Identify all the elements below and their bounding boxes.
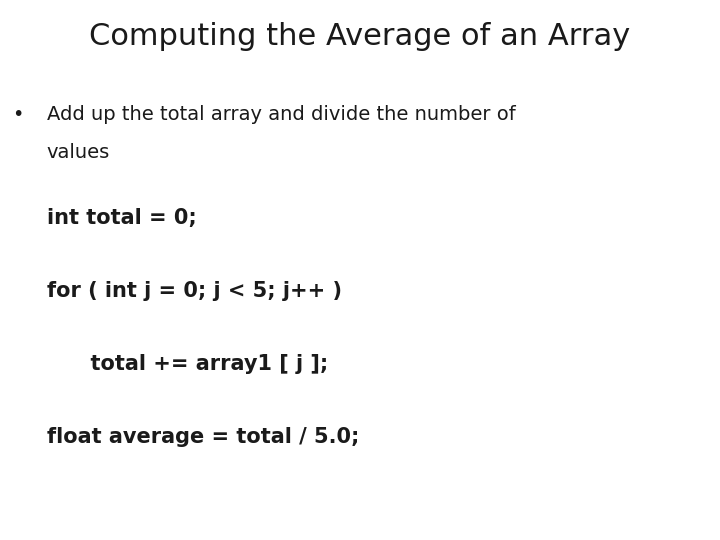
Text: float average = total / 5.0;: float average = total / 5.0; xyxy=(47,427,359,447)
Text: •: • xyxy=(12,105,24,124)
Text: total += array1 [ j ];: total += array1 [ j ]; xyxy=(47,354,328,374)
Text: Add up the total array and divide the number of: Add up the total array and divide the nu… xyxy=(47,105,516,124)
Text: int total = 0;: int total = 0; xyxy=(47,208,197,228)
Text: Computing the Average of an Array: Computing the Average of an Array xyxy=(89,22,631,51)
Text: values: values xyxy=(47,143,110,162)
Text: for ( int j = 0; j < 5; j++ ): for ( int j = 0; j < 5; j++ ) xyxy=(47,281,342,301)
